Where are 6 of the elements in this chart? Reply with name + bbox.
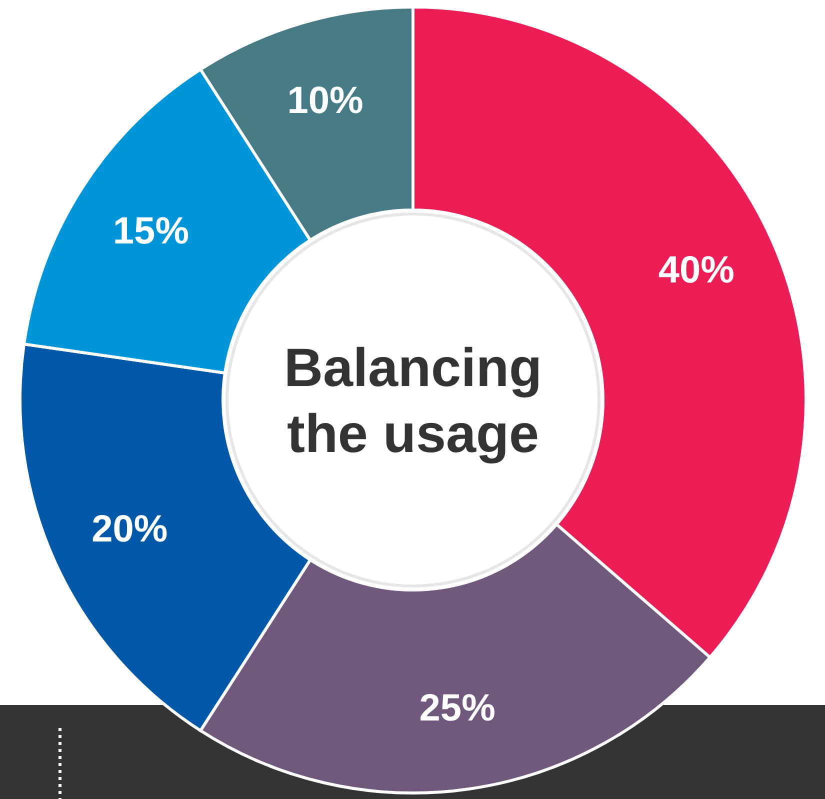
data-label: 10% <box>287 80 364 122</box>
data-label: 20% <box>92 508 168 550</box>
data-label: 40% <box>658 250 734 292</box>
data-label: 25% <box>419 687 496 730</box>
text: Balancing the usage <box>284 338 542 464</box>
data-label: 15% <box>112 210 189 253</box>
